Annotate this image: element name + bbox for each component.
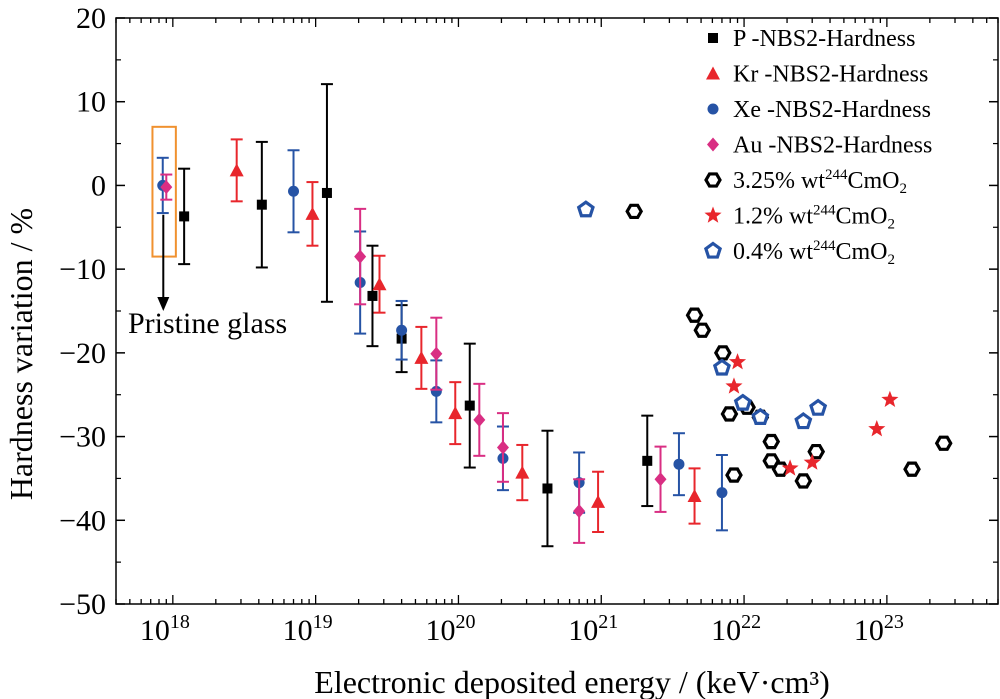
x-tick-label: 1018 xyxy=(140,611,190,647)
legend-label: Kr -NBS2-Hardness xyxy=(733,62,928,88)
data-point xyxy=(654,472,667,487)
y-tick-label: 0 xyxy=(91,169,106,202)
series-6 xyxy=(576,200,828,430)
data-point xyxy=(430,385,442,397)
data-point xyxy=(367,290,378,301)
data-point xyxy=(256,199,267,210)
data-point xyxy=(591,494,606,508)
data-point xyxy=(803,453,821,470)
data-point xyxy=(448,406,463,420)
data-point xyxy=(807,443,826,460)
data-point xyxy=(642,455,653,466)
x-axis-title: Electronic deposited energy / (keV·cm³) xyxy=(314,664,829,699)
data-point xyxy=(687,489,702,503)
series-1 xyxy=(229,138,702,534)
data-point xyxy=(725,377,743,394)
data-point xyxy=(305,206,320,220)
legend-marker xyxy=(707,103,719,115)
legend-marker xyxy=(707,137,719,152)
data-point xyxy=(881,390,899,408)
legend-label: Au -NBS2-Hardness xyxy=(733,133,932,159)
y-axis-title: Hardness variation / % xyxy=(3,208,39,500)
legend-marker xyxy=(706,66,720,80)
data-point xyxy=(868,420,886,437)
data-point xyxy=(372,277,387,291)
legend-label: 3.25% wt244CmO2 xyxy=(733,167,907,197)
data-point xyxy=(414,350,429,364)
data-point xyxy=(794,412,813,430)
data-point xyxy=(713,345,732,361)
legend-marker xyxy=(704,206,722,223)
data-point xyxy=(725,467,743,483)
data-point xyxy=(720,406,739,422)
legend-marker xyxy=(703,241,723,259)
legend: P -NBS2-Hardness Kr -NBS2-Hardness Xe -NBS… xyxy=(703,26,932,268)
y-tick-label: −30 xyxy=(59,421,106,454)
data-point xyxy=(430,346,443,361)
x-tick-label: 1019 xyxy=(283,611,333,647)
legend-label: 1.2% wt244CmO2 xyxy=(733,203,895,233)
data-point xyxy=(733,393,752,411)
series-3 xyxy=(160,173,667,544)
data-point xyxy=(693,322,712,338)
data-point xyxy=(712,358,731,376)
data-point xyxy=(934,435,953,451)
data-point xyxy=(288,185,300,197)
data-point xyxy=(685,307,704,323)
legend-marker xyxy=(708,33,718,43)
data-point xyxy=(751,407,770,425)
legend-marker xyxy=(704,172,722,188)
annotation-label: Pristine glass xyxy=(128,307,287,340)
y-tick-label: −20 xyxy=(59,337,106,370)
data-point xyxy=(179,211,190,222)
y-tick-label: 10 xyxy=(76,86,106,119)
series-5 xyxy=(725,353,899,476)
data-point xyxy=(542,483,553,494)
data-marks xyxy=(156,83,953,548)
data-point xyxy=(625,203,644,220)
data-point xyxy=(728,353,747,370)
y-tick-label: −10 xyxy=(59,253,106,286)
data-point xyxy=(229,163,244,177)
data-point xyxy=(903,461,921,477)
data-point xyxy=(781,459,799,476)
data-point xyxy=(673,458,685,470)
data-point xyxy=(573,504,586,519)
data-point xyxy=(321,187,332,198)
legend-label: P -NBS2-Hardness xyxy=(733,26,915,52)
x-tick-label: 1022 xyxy=(711,611,761,647)
legend-label: 0.4% wt244CmO2 xyxy=(733,238,895,268)
annotation-arrow-head xyxy=(157,297,170,311)
y-tick-label: −50 xyxy=(59,588,106,621)
y-tick-label: 20 xyxy=(76,2,106,35)
data-point xyxy=(496,440,509,455)
data-point xyxy=(396,324,408,336)
y-tick-label: −40 xyxy=(59,504,106,537)
data-point xyxy=(473,412,486,427)
data-point xyxy=(576,200,595,218)
series-2 xyxy=(156,149,728,532)
data-point xyxy=(762,433,781,450)
x-tick-label: 1023 xyxy=(854,611,904,647)
data-point xyxy=(464,400,475,411)
data-point xyxy=(160,180,173,195)
data-point xyxy=(515,465,530,479)
x-tick-label: 1020 xyxy=(425,611,475,647)
pristine-annotation: Pristine glass xyxy=(128,125,287,340)
data-point xyxy=(716,487,728,499)
data-point xyxy=(809,398,828,416)
data-point xyxy=(794,473,813,489)
data-point xyxy=(354,249,367,264)
legend-label: Xe -NBS2-Hardness xyxy=(733,97,931,123)
x-tick-label: 1021 xyxy=(568,611,618,647)
